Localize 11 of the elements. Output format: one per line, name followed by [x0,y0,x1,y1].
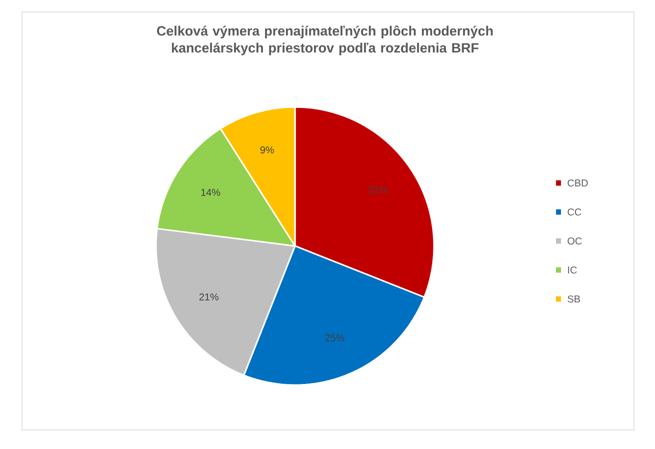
legend-label: IC [568,266,577,274]
data-label: 31% [368,186,388,194]
legend-label: OC [568,237,582,245]
data-label: 9% [260,146,274,154]
legend-label: CBD [568,179,588,187]
data-label: 14% [201,188,220,196]
legend-label: CC [568,208,582,216]
data-label: 21% [199,293,218,300]
legend-label: SB [568,295,580,303]
chart-title: Celková výmera prenajímateľných plôch moderných kancelárskych priestorov podľa rozdelenia BRF [157,26,493,56]
data-label: 25% [325,334,344,342]
